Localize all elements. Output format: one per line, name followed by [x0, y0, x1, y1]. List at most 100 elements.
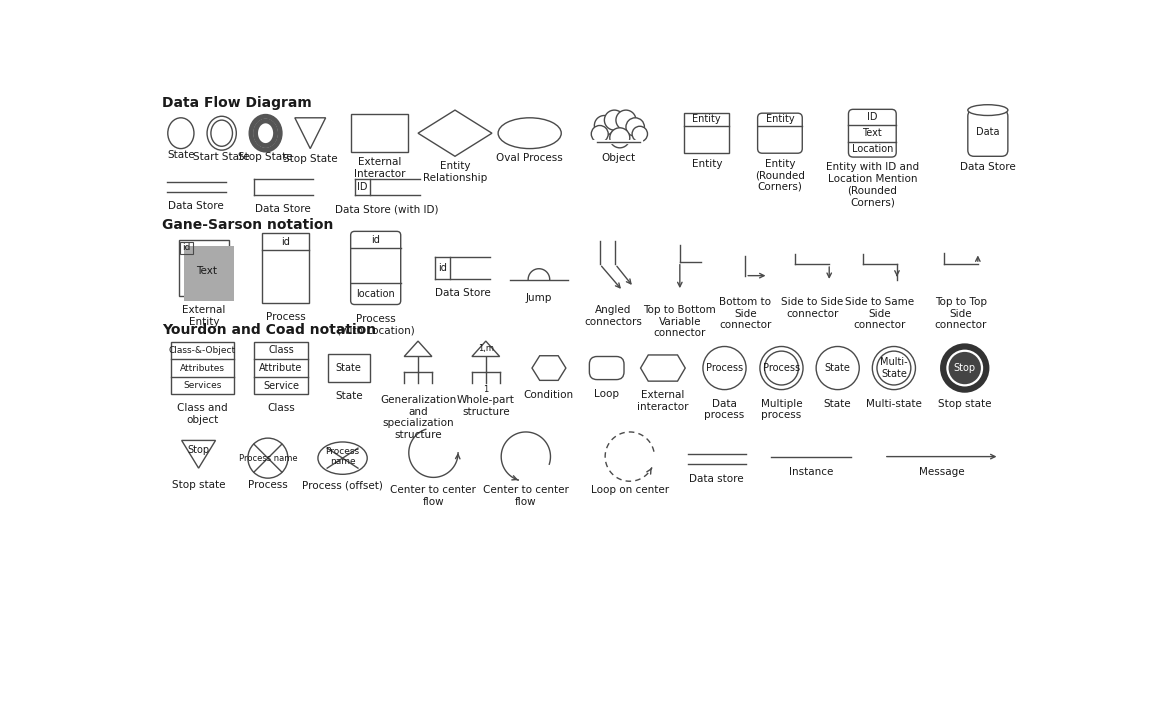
- FancyBboxPatch shape: [171, 342, 234, 394]
- Text: Process name: Process name: [239, 454, 297, 463]
- Text: Data Store: Data Store: [960, 162, 1016, 173]
- FancyBboxPatch shape: [179, 240, 230, 296]
- Text: Class: Class: [268, 345, 294, 355]
- Text: ID: ID: [356, 182, 367, 192]
- Text: Stop State: Stop State: [283, 154, 338, 164]
- Text: Class and
object: Class and object: [177, 404, 227, 425]
- Text: Class-&-Object: Class-&-Object: [169, 346, 236, 355]
- FancyBboxPatch shape: [757, 113, 803, 153]
- Text: State: State: [167, 150, 195, 160]
- Circle shape: [616, 110, 636, 130]
- Text: id: id: [372, 235, 380, 245]
- Text: Entity
Relationship: Entity Relationship: [423, 161, 487, 183]
- Text: Entity: Entity: [692, 159, 722, 169]
- Text: Message: Message: [919, 467, 965, 476]
- Text: Start State: Start State: [193, 152, 250, 162]
- FancyBboxPatch shape: [327, 355, 370, 382]
- Text: Data store: Data store: [690, 474, 744, 484]
- Text: Condition: Condition: [524, 389, 574, 399]
- Text: Top to Top
Side
connector: Top to Top Side connector: [934, 297, 987, 331]
- Ellipse shape: [968, 104, 1008, 115]
- Text: Multiple
process: Multiple process: [761, 399, 803, 420]
- Text: 1,m: 1,m: [478, 344, 494, 352]
- Text: Jump: Jump: [525, 294, 552, 303]
- Circle shape: [592, 125, 608, 142]
- Text: Services: Services: [183, 381, 221, 390]
- Text: Center to center
flow: Center to center flow: [483, 485, 569, 507]
- Text: State: State: [824, 399, 852, 409]
- FancyBboxPatch shape: [254, 342, 308, 394]
- Text: Data: Data: [976, 127, 1000, 136]
- FancyBboxPatch shape: [262, 233, 310, 302]
- Text: Entity with ID and
Location Mention
(Rounded
Corners): Entity with ID and Location Mention (Rou…: [826, 162, 919, 207]
- FancyBboxPatch shape: [351, 114, 409, 152]
- Text: Process: Process: [706, 363, 743, 373]
- Text: id: id: [438, 263, 447, 273]
- Text: Attributes: Attributes: [179, 363, 225, 373]
- FancyBboxPatch shape: [351, 231, 401, 304]
- Text: Gane-Sarson notation: Gane-Sarson notation: [162, 218, 333, 232]
- Circle shape: [948, 352, 981, 384]
- Text: External
interactor: External interactor: [637, 390, 689, 412]
- Text: Whole-part
structure: Whole-part structure: [457, 395, 515, 417]
- Text: External
Interactor: External Interactor: [354, 157, 405, 178]
- Text: Class: Class: [267, 404, 295, 413]
- Text: Loop: Loop: [594, 389, 619, 399]
- Text: Bottom to
Side
connector: Bottom to Side connector: [719, 297, 771, 331]
- Text: Process: Process: [248, 481, 288, 491]
- Text: Data Store: Data Store: [169, 201, 224, 211]
- Text: location: location: [356, 289, 395, 299]
- Text: Center to center
flow: Center to center flow: [390, 485, 476, 507]
- Text: State: State: [336, 363, 361, 373]
- FancyBboxPatch shape: [968, 110, 1008, 157]
- Text: Text: Text: [197, 266, 218, 276]
- Text: Data Store: Data Store: [255, 204, 311, 214]
- Text: Attribute: Attribute: [260, 363, 303, 373]
- Text: Stop: Stop: [954, 363, 976, 373]
- Text: Loop on center: Loop on center: [591, 485, 669, 495]
- Text: Process (offset): Process (offset): [302, 481, 383, 491]
- Text: External
Entity: External Entity: [182, 305, 226, 326]
- Text: 1: 1: [483, 385, 488, 394]
- Text: Generalization
and
specialization
structure: Generalization and specialization struct…: [380, 395, 457, 440]
- Text: ID: ID: [867, 112, 877, 122]
- Text: Entity: Entity: [692, 115, 721, 125]
- FancyBboxPatch shape: [848, 109, 896, 157]
- Text: Location: Location: [852, 144, 894, 154]
- Text: Yourdon and Coad notation: Yourdon and Coad notation: [162, 323, 376, 337]
- Text: id: id: [281, 237, 290, 247]
- Text: Entity: Entity: [765, 115, 795, 125]
- Circle shape: [626, 117, 644, 136]
- Text: Multi-
State: Multi- State: [880, 357, 908, 379]
- Text: id: id: [183, 244, 191, 252]
- Text: Top to Bottom
Variable
connector: Top to Bottom Variable connector: [643, 305, 716, 338]
- FancyBboxPatch shape: [184, 246, 234, 301]
- Circle shape: [633, 126, 648, 141]
- Text: Process: Process: [266, 312, 305, 322]
- Text: Object: Object: [601, 153, 635, 163]
- FancyBboxPatch shape: [685, 113, 729, 153]
- Circle shape: [609, 128, 630, 148]
- Text: Stop State: Stop State: [239, 152, 292, 162]
- Text: Data
process: Data process: [705, 399, 744, 420]
- Text: Stop: Stop: [188, 444, 210, 455]
- Text: Data Flow Diagram: Data Flow Diagram: [162, 96, 312, 110]
- Text: Process: Process: [763, 363, 800, 373]
- Text: Stop state: Stop state: [938, 399, 991, 409]
- Text: Oval Process: Oval Process: [496, 153, 563, 163]
- Text: Process
(with Location): Process (with Location): [337, 314, 415, 336]
- Text: Service: Service: [263, 381, 299, 391]
- Text: Instance: Instance: [789, 467, 833, 476]
- Text: Side to Same
Side
connector: Side to Same Side connector: [846, 297, 915, 331]
- Text: Data Store (with ID): Data Store (with ID): [336, 204, 439, 214]
- Text: Side to Side
connector: Side to Side connector: [782, 297, 843, 319]
- Text: Stop state: Stop state: [171, 481, 225, 491]
- Circle shape: [605, 110, 624, 130]
- Text: Entity
(Rounded
Corners): Entity (Rounded Corners): [755, 159, 805, 192]
- Text: State: State: [334, 392, 362, 401]
- Text: Angled
connectors: Angled connectors: [584, 305, 642, 326]
- Text: Multi-state: Multi-state: [866, 399, 922, 409]
- Text: Data Store: Data Store: [435, 288, 490, 298]
- Text: Text: Text: [862, 128, 882, 138]
- Circle shape: [594, 115, 614, 136]
